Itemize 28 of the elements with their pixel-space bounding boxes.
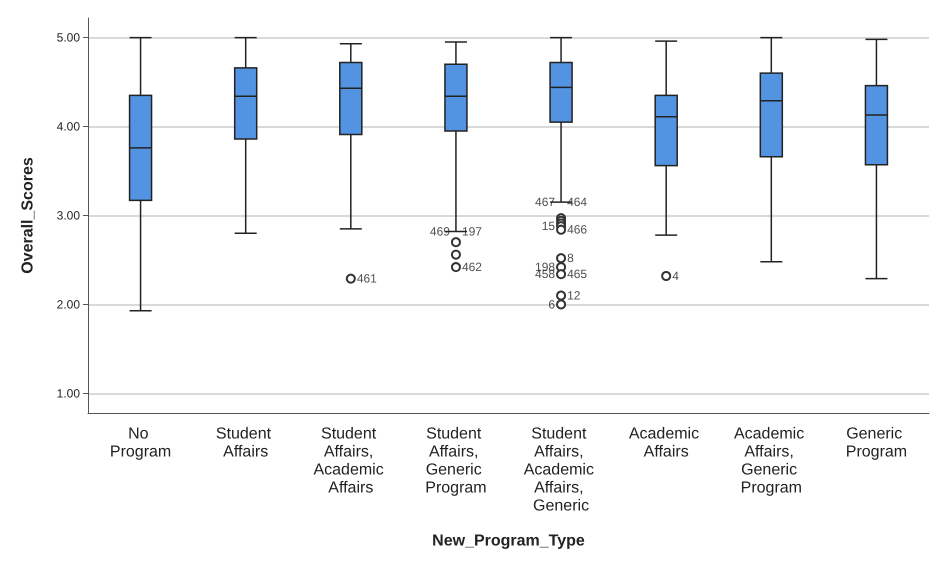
annotation: 197 [462,224,482,239]
annotation: 465 [567,267,588,282]
annotation: 15 [542,219,556,234]
annotation: 8 [567,251,574,266]
annotation: 469 [430,224,450,239]
x-tick-label: Academic Affairs [628,426,704,460]
y-tick-label: 2.00 [56,297,80,312]
x-axis-title: New_Program_Type [432,532,585,550]
annotation: 462 [462,260,482,274]
x-tick-label: Academic Affairs, Generic Program [734,426,809,496]
y-tick-label: 4.00 [56,120,80,134]
annotation: 464 [567,195,588,210]
y-axis-title: Overall_Scores [20,157,36,274]
x-tick-label: No Program [110,426,172,460]
x-tick-label: Student Affairs, Academic Affairs, Generic [524,426,598,514]
annotation: 461 [356,272,378,286]
x-tick-label: Student Affairs, Generic Program [425,426,487,496]
annotation: 467 [535,195,556,210]
annotation: 12 [567,288,581,303]
annotation: 6 [548,297,556,312]
y-tick-label: 1.00 [56,386,80,400]
x-tick-label: Student Affairs, Academic Affairs [313,426,388,496]
annotation: 466 [567,222,588,237]
y-tick-label: 5.00 [56,30,80,45]
annotation: 4 [672,268,680,283]
x-tick-label: Student Affairs [216,426,276,460]
y-tick-label: 3.00 [56,208,80,222]
x-tick-label: Generic Program [846,426,908,460]
